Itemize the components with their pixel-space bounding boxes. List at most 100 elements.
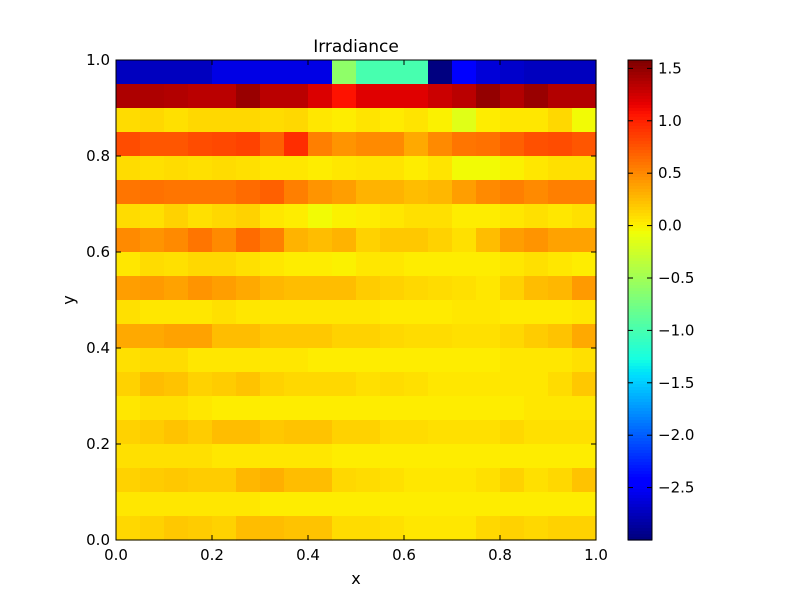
colorbar-tick-label: 1.0 — [658, 112, 682, 130]
heatmap-cell — [572, 252, 597, 277]
heatmap-cell — [572, 108, 597, 133]
heatmap-cell — [452, 60, 477, 85]
heatmap-cell — [188, 180, 213, 205]
heatmap-cell — [380, 372, 405, 397]
colorbar-tick-label: 0.5 — [658, 164, 682, 182]
heatmap-cell — [164, 468, 189, 493]
heatmap-cell — [356, 132, 381, 157]
heatmap-cell — [500, 252, 525, 277]
colorbar-segment — [628, 486, 652, 490]
colorbar-segment — [628, 447, 652, 451]
colorbar-tick-label: 0.0 — [658, 217, 682, 235]
y-axis: 0.0 0.2 0.4 0.6 0.8 1.0 — [86, 51, 596, 549]
heatmap-cell — [572, 300, 597, 325]
heatmap-cell — [308, 60, 333, 85]
heatmap-cell — [548, 84, 573, 109]
heatmap-cell — [524, 60, 549, 85]
colorbar-segment — [628, 333, 652, 337]
heatmap-cell — [308, 204, 333, 229]
colorbar: 1.5 1.0 0.5 0.0 −0.5 −1.0 −1.5 −2.0 −2.5 — [627, 59, 694, 541]
heatmap-cell — [404, 60, 429, 85]
heatmap-cell — [380, 204, 405, 229]
colorbar-segment — [628, 111, 652, 115]
heatmap-cell — [212, 204, 237, 229]
heatmap-cell — [212, 348, 237, 373]
heatmap-cell — [476, 180, 501, 205]
heatmap-cell — [380, 348, 405, 373]
heatmap-cell — [332, 228, 357, 253]
heatmap-cell — [116, 492, 141, 517]
heatmap-cell — [572, 156, 597, 181]
heatmap-cell — [572, 468, 597, 493]
heatmap-cell — [308, 396, 333, 421]
heatmap-cell — [380, 396, 405, 421]
heatmap-cell — [116, 444, 141, 469]
colorbar-segment — [628, 291, 652, 295]
colorbar-segment — [628, 243, 652, 247]
heatmap-cell — [164, 516, 189, 541]
heatmap-cell — [476, 396, 501, 421]
heatmap-cell — [356, 228, 381, 253]
heatmap-cell — [428, 492, 453, 517]
colorbar-segment — [628, 93, 652, 97]
colorbar-segment — [628, 510, 652, 514]
heatmap-cell — [452, 492, 477, 517]
heatmap-cell — [260, 252, 285, 277]
colorbar-segment — [628, 318, 652, 322]
colorbar-segment — [628, 480, 652, 484]
heatmap-cell — [476, 252, 501, 277]
heatmap-cell — [548, 396, 573, 421]
colorbar-segment — [628, 294, 652, 298]
colorbar-segment — [628, 300, 652, 304]
heatmap-cell — [572, 60, 597, 85]
heatmap-cell — [524, 396, 549, 421]
colorbar-segment — [628, 513, 652, 517]
colorbar-segment — [628, 63, 652, 67]
heatmap-cell — [308, 132, 333, 157]
heatmap-cell — [548, 492, 573, 517]
heatmap-cell — [260, 372, 285, 397]
heatmap-cell — [284, 468, 309, 493]
heatmap-cell — [524, 300, 549, 325]
heatmap-cell — [260, 444, 285, 469]
heatmap-cell — [548, 444, 573, 469]
heatmap-cell — [380, 132, 405, 157]
colorbar-segment — [628, 255, 652, 259]
colorbar-segment — [628, 120, 652, 124]
heatmap-cell — [380, 300, 405, 325]
heatmap-cell — [356, 444, 381, 469]
colorbar-segment — [628, 432, 652, 436]
heatmap-cell — [524, 348, 549, 373]
x-tick-label: 0.2 — [200, 546, 224, 564]
heatmap-cell — [404, 516, 429, 541]
heatmap-cell — [332, 420, 357, 445]
colorbar-segment — [628, 249, 652, 253]
colorbar-segment — [628, 78, 652, 82]
heatmap-cell — [212, 180, 237, 205]
heatmap-cell — [332, 372, 357, 397]
colorbar-segment — [628, 369, 652, 373]
colorbar-segment — [628, 231, 652, 235]
heatmap-cell — [188, 276, 213, 301]
colorbar-segment — [628, 387, 652, 391]
colorbar-segment — [628, 144, 652, 148]
colorbar-segment — [628, 324, 652, 328]
heatmap-cell — [188, 300, 213, 325]
heatmap-cell — [524, 108, 549, 133]
colorbar-segment — [628, 414, 652, 418]
heatmap-cell — [236, 396, 261, 421]
heatmap-cell — [116, 204, 141, 229]
colorbar-segment — [628, 405, 652, 409]
heatmap-cell — [284, 228, 309, 253]
colorbar-segment — [628, 240, 652, 244]
heatmap-cell — [428, 372, 453, 397]
heatmap-cell — [404, 180, 429, 205]
heatmap-cell — [380, 276, 405, 301]
colorbar-segment — [628, 216, 652, 220]
heatmap-cell — [236, 492, 261, 517]
colorbar-frame — [627, 59, 653, 541]
colorbar-segment — [628, 399, 652, 403]
heatmap-cell — [428, 300, 453, 325]
colorbar-segment — [628, 201, 652, 205]
heatmap-cell — [332, 204, 357, 229]
